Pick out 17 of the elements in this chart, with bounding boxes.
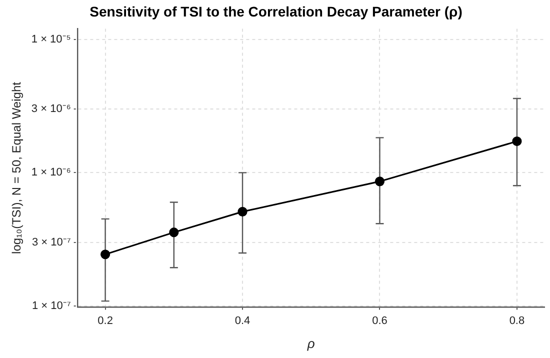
point	[512, 136, 522, 146]
x-axis-title: ρ	[306, 336, 316, 351]
y-tick-label: 1 × 10⁻⁷	[32, 300, 71, 312]
x-tick-label: 0.2	[98, 314, 113, 327]
point	[374, 176, 385, 186]
y-tick-label: 3 × 10⁻⁶	[31, 103, 71, 116]
y-tick-label: 1 × 10⁻⁶	[31, 166, 71, 179]
y-tick-label: 1 × 10⁻⁵	[31, 33, 71, 46]
point	[169, 228, 179, 238]
x-tick-label: 0.6	[372, 314, 388, 327]
y-axis-title: log₁₀(TSI), N = 50, Equal Weight	[10, 81, 24, 254]
x-tick-label: 0.4	[234, 314, 250, 327]
y-tick-label: 3 × 10⁻⁷	[32, 236, 71, 248]
point	[100, 250, 110, 260]
x-tick-label: 0.8	[509, 314, 525, 327]
point	[238, 206, 248, 216]
chart-title: Sensitivity of TSI to the Correlation Decay Parameter (ρ)	[90, 3, 462, 20]
